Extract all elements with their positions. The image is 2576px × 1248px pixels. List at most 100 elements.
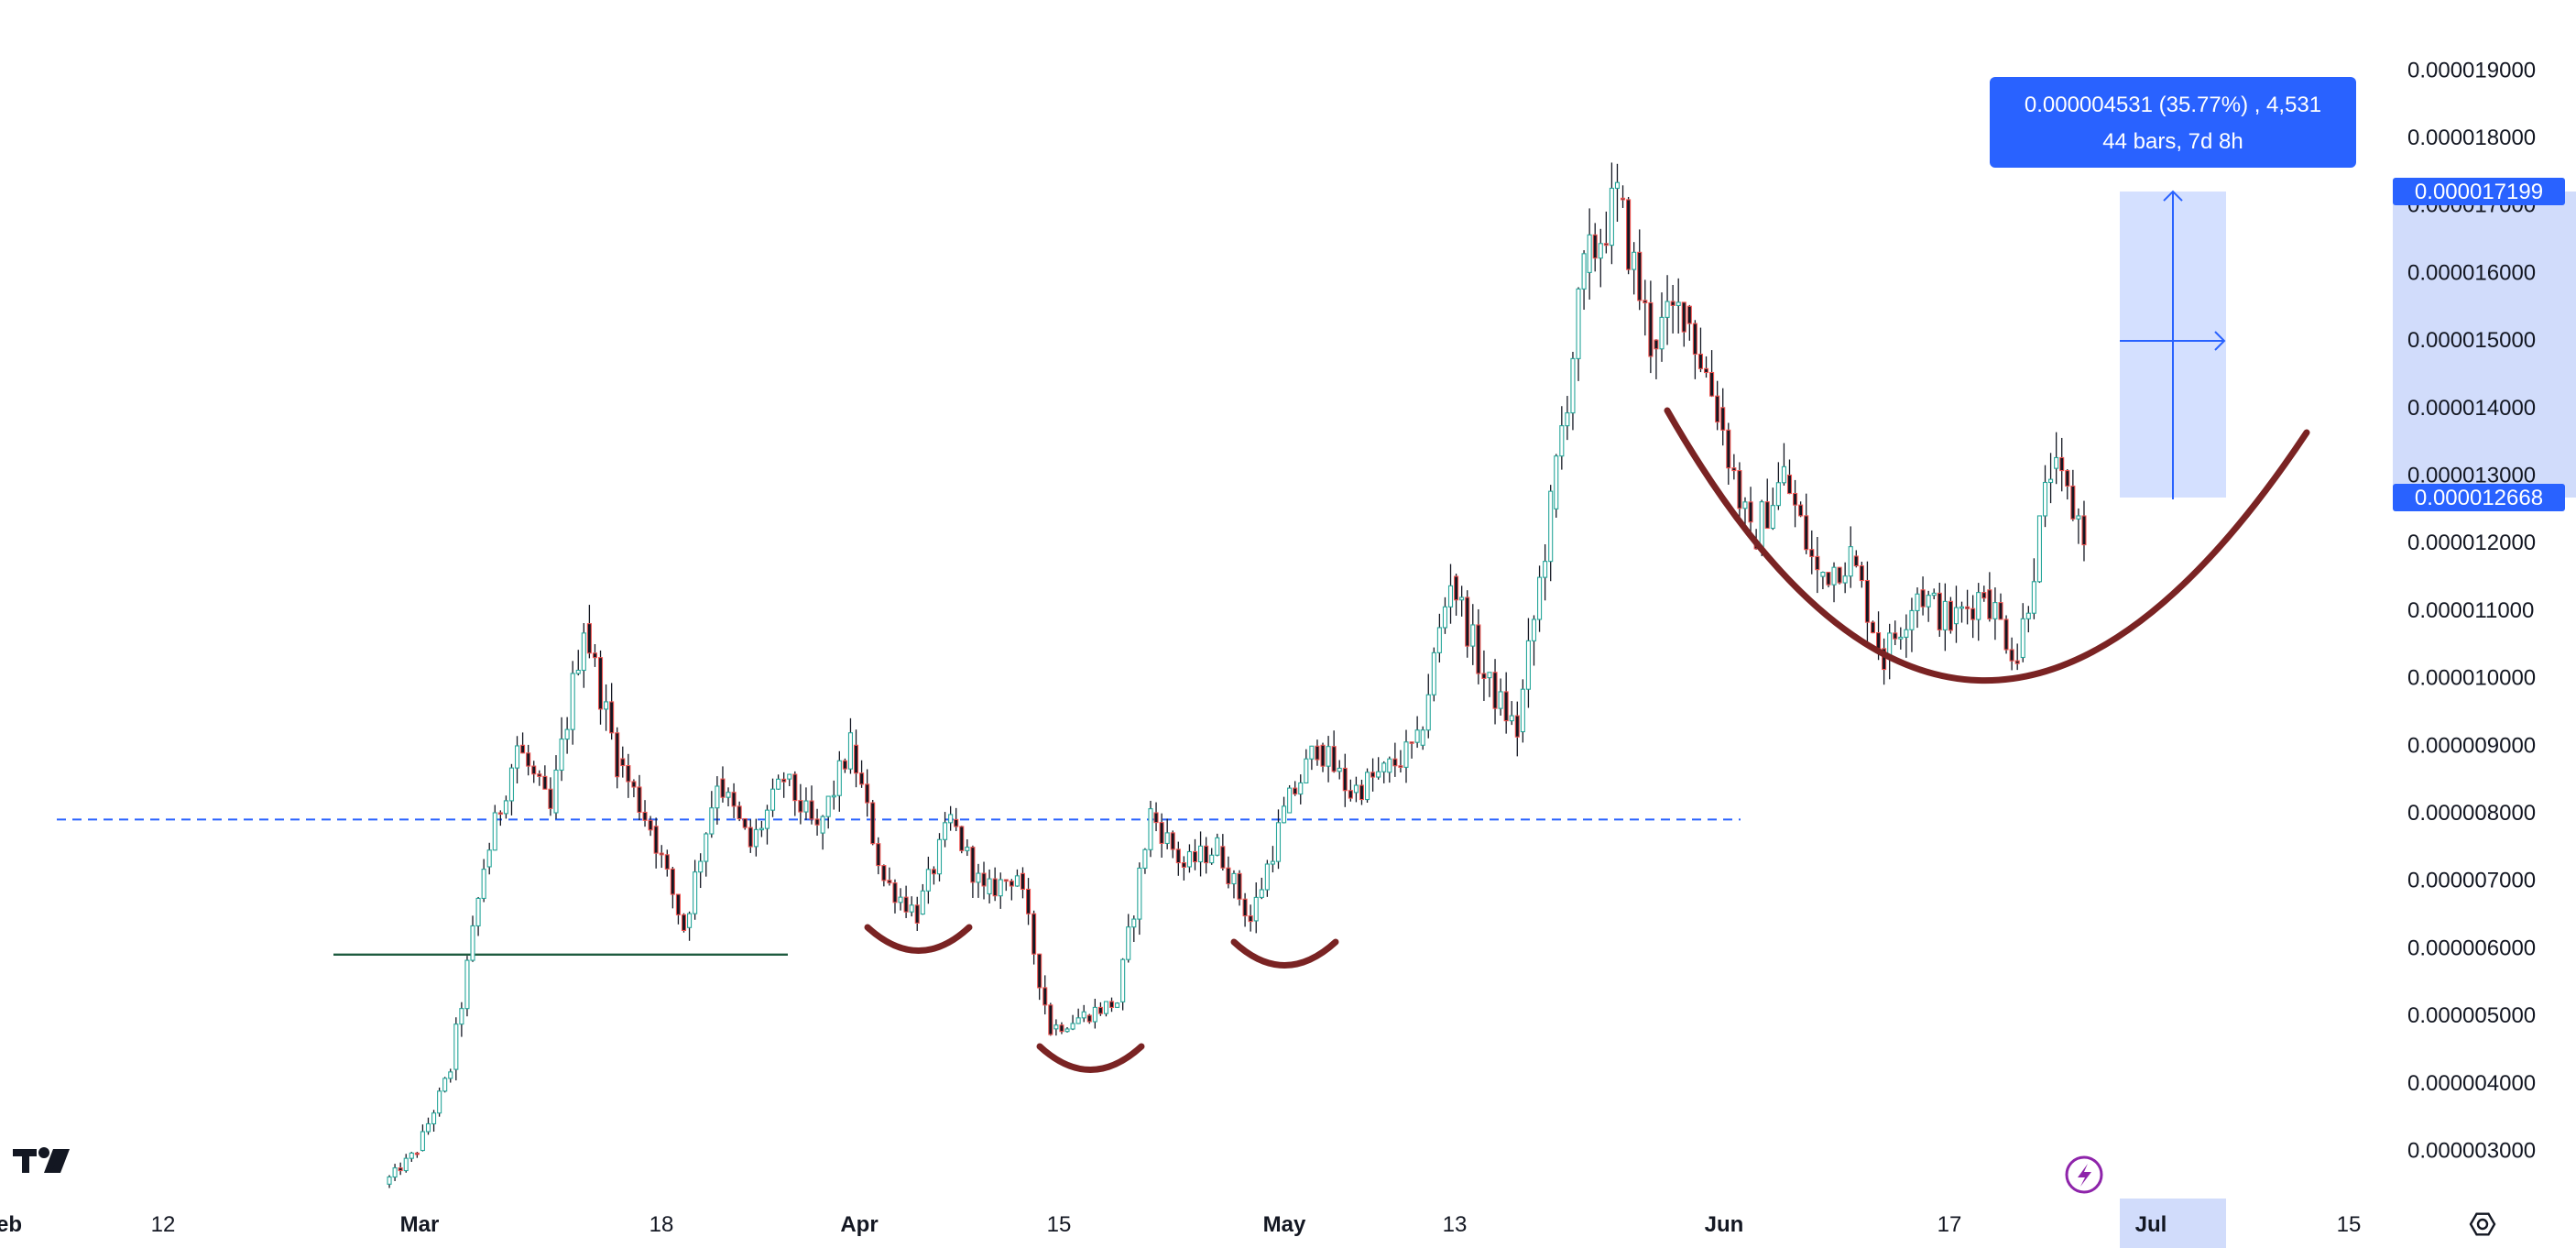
time-tick-label: 15: [2337, 1212, 2362, 1237]
arrow-right-icon: [2214, 331, 2226, 351]
candle: [865, 769, 870, 817]
candle: [976, 863, 981, 898]
candle: [1514, 701, 1520, 757]
candle: [1231, 870, 1237, 899]
candle: [903, 885, 909, 918]
candle: [653, 817, 659, 869]
candle: [1581, 250, 1587, 311]
candle: [1970, 595, 1976, 639]
candle: [1882, 638, 1887, 685]
candle: [1998, 593, 2003, 620]
candle: [2076, 508, 2081, 544]
candle: [486, 842, 492, 875]
candle: [1293, 781, 1298, 796]
time-tick-label: 18: [649, 1212, 674, 1237]
candle: [825, 795, 831, 829]
candle: [920, 883, 925, 915]
candle: [759, 820, 764, 837]
candle: [970, 845, 976, 898]
candle: [1342, 753, 1348, 807]
candle: [1059, 1022, 1064, 1035]
measure-info-box: [1990, 77, 2356, 168]
candle: [720, 766, 726, 803]
time-axis[interactable]: eb 12 Mar 18 Apr 15 May 13 Jun 17 Jul 15: [0, 1212, 2361, 1237]
candle: [1409, 741, 1414, 759]
pattern-annotations: [864, 407, 2310, 1073]
candle: [1186, 844, 1192, 873]
candle: [1337, 760, 1342, 780]
candle: [1170, 830, 1175, 859]
candle: [1070, 1014, 1075, 1031]
candle: [425, 1117, 431, 1135]
candle: [943, 812, 948, 848]
candle: [1548, 485, 1554, 582]
candle: [1764, 478, 1770, 530]
candle: [1576, 287, 1581, 381]
candle: [1675, 278, 1681, 334]
price-tick-label: 0.000006000: [2407, 936, 2536, 960]
candle: [698, 853, 704, 889]
candle: [1126, 914, 1131, 963]
candle: [1209, 848, 1215, 865]
price-axis-range-highlight: [2393, 192, 2576, 498]
candle: [753, 818, 759, 857]
candle: [1204, 837, 1209, 874]
candle: [881, 864, 887, 887]
tradingview-logo-icon[interactable]: [13, 1147, 70, 1173]
candle: [1086, 1013, 1092, 1024]
candle: [570, 661, 575, 745]
candle: [715, 776, 720, 825]
candle: [1948, 597, 1953, 634]
candle: [1937, 582, 1942, 637]
measure-tool[interactable]: 0.000004531 (35.77%) , 4,531 44 bars, 7d…: [1990, 77, 2356, 499]
candle: [853, 729, 859, 788]
candle: [531, 761, 537, 783]
candle: [548, 777, 553, 816]
candle: [1414, 716, 1420, 749]
candle: [1686, 304, 1692, 341]
candle: [1509, 701, 1514, 726]
candle: [1703, 356, 1709, 378]
candle: [597, 650, 604, 725]
candle: [1447, 564, 1454, 624]
candle: [1348, 779, 1353, 802]
time-tick-label: Mar: [400, 1212, 440, 1237]
time-tick-label: 15: [1047, 1212, 1072, 1237]
candle: [704, 832, 709, 877]
candle: [1543, 544, 1548, 601]
candle: [1309, 745, 1315, 771]
candle: [620, 746, 626, 778]
candle: [2065, 469, 2070, 500]
candle: [1142, 848, 1148, 874]
candle: [1587, 208, 1592, 300]
candle: [1387, 756, 1392, 783]
candle: [1620, 185, 1626, 208]
candle: [1537, 565, 1543, 632]
cup-pattern-arc-large[interactable]: [1664, 407, 2310, 684]
candle: [1476, 608, 1481, 684]
time-axis-range-highlight: [2120, 1199, 2226, 1248]
candle: [1131, 915, 1137, 942]
cup-pattern-arc-3[interactable]: [1230, 938, 1339, 969]
candle: [564, 717, 570, 754]
candle: [1859, 562, 1864, 588]
candle: [1470, 604, 1476, 665]
candle: [1370, 758, 1376, 792]
time-tick-label: May: [1263, 1212, 1306, 1237]
candle: [1786, 459, 1793, 495]
lightning-icon[interactable]: [2065, 1155, 2103, 1194]
candle: [965, 838, 970, 857]
time-tick-label: 12: [151, 1212, 176, 1237]
candle: [1381, 761, 1387, 783]
candle: [631, 779, 637, 798]
candle: [1520, 679, 1525, 743]
candle: [948, 805, 954, 831]
arrow-up-icon: [2163, 190, 2183, 202]
candle: [542, 765, 548, 790]
candle: [2054, 432, 2059, 485]
cup-pattern-arc-1[interactable]: [864, 924, 973, 954]
gear-icon[interactable]: [2469, 1212, 2496, 1236]
cup-pattern-arc-2[interactable]: [1036, 1043, 1145, 1073]
candle: [1220, 834, 1226, 871]
